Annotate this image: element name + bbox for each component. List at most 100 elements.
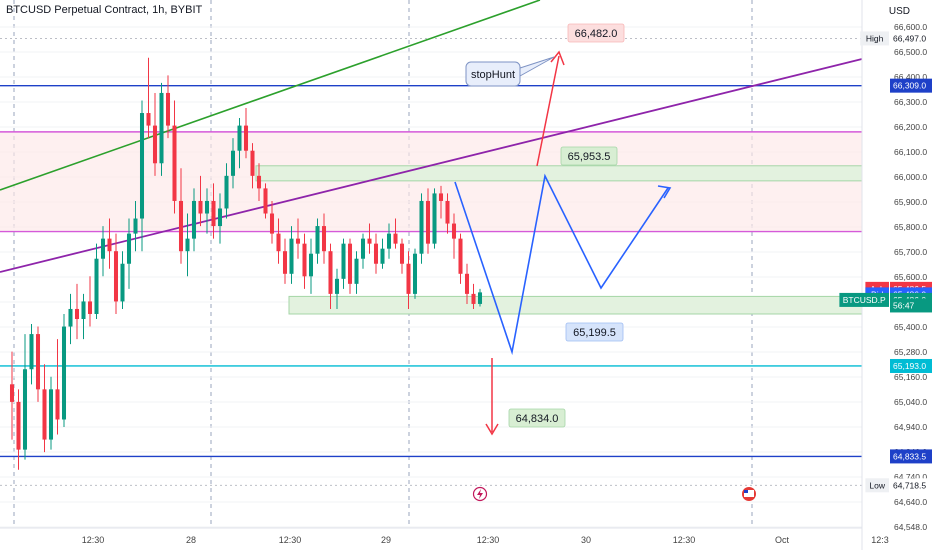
time-tick-label: 28 bbox=[186, 535, 196, 545]
price-tick-label: 65,600.0 bbox=[894, 272, 927, 282]
candle-body bbox=[16, 401, 21, 450]
candle-body bbox=[152, 125, 158, 164]
candle-body bbox=[191, 200, 197, 239]
purple-trendline bbox=[0, 58, 863, 273]
candle-body bbox=[230, 150, 236, 176]
down-arrowhead bbox=[485, 423, 499, 436]
demand-zone-box bbox=[288, 295, 863, 315]
candle-body bbox=[334, 278, 340, 294]
candle-body bbox=[48, 389, 54, 440]
up-arrowhead bbox=[550, 50, 565, 66]
candle-body bbox=[139, 113, 145, 219]
candle-body bbox=[477, 292, 483, 304]
price-tick-label: 65,160.0 bbox=[894, 372, 927, 382]
candle-body bbox=[243, 125, 249, 151]
price-tick-label: 66,400.0 bbox=[894, 72, 927, 82]
price-label-badge bbox=[890, 478, 932, 493]
candle-body bbox=[425, 200, 431, 244]
stophunt-callout bbox=[465, 61, 521, 87]
candle-body bbox=[126, 233, 132, 264]
price-tick-label: 66,600.0 bbox=[894, 22, 927, 32]
candle-body bbox=[133, 218, 138, 234]
time-tick-label: 12:30 bbox=[673, 535, 696, 545]
candle-body bbox=[458, 238, 463, 274]
candle-body bbox=[250, 150, 255, 176]
price-tick-label: 65,900.0 bbox=[894, 197, 927, 207]
price-label-badge bbox=[890, 31, 932, 46]
price-annotation bbox=[508, 408, 566, 428]
candle-body bbox=[100, 238, 106, 259]
currency-label: USD bbox=[888, 6, 910, 17]
candle-body bbox=[198, 200, 203, 214]
annotations: 66,482.0 65,953.5 65,199.5 64,834.0 stopHunt bbox=[465, 23, 625, 436]
price-annotation bbox=[560, 146, 618, 166]
price-label-value: 65,193.0 bbox=[893, 361, 926, 371]
event-icons bbox=[472, 486, 756, 502]
price-tick-label: 65,040.0 bbox=[894, 397, 927, 407]
candle-body bbox=[471, 293, 476, 304]
resistance-zone bbox=[0, 131, 862, 232]
candle-body bbox=[432, 193, 437, 244]
candle-body bbox=[172, 125, 177, 201]
candle-body bbox=[276, 233, 281, 252]
candle-body bbox=[341, 243, 346, 279]
candle-body bbox=[237, 125, 242, 151]
price-label-value: 56:47 bbox=[893, 300, 915, 310]
time-axis: 12:30 28 12:30 29 12:30 30 12:30 Oct 12:3 bbox=[0, 527, 889, 545]
candle-body bbox=[360, 238, 366, 259]
candle-body bbox=[61, 326, 67, 420]
supply-zone-box bbox=[255, 165, 863, 182]
price-label-tag bbox=[860, 31, 889, 46]
price-label-value: 64,718.5 bbox=[893, 480, 926, 490]
price-tick-label: 64,740.0 bbox=[894, 472, 927, 482]
price-label-value: 66,309.0 bbox=[893, 81, 926, 91]
candle-body bbox=[451, 223, 457, 239]
candle-body bbox=[464, 273, 470, 294]
projected-price-path bbox=[454, 173, 669, 356]
price-tick-label: 65,700.0 bbox=[894, 247, 927, 257]
candle-body bbox=[224, 175, 229, 209]
candle-body bbox=[9, 384, 15, 402]
candle-body bbox=[406, 263, 411, 294]
candle-body bbox=[308, 253, 314, 277]
price-label-badge bbox=[890, 78, 932, 93]
candle-body bbox=[87, 301, 93, 314]
price-tick-label: 64,940.0 bbox=[894, 422, 927, 432]
price-tick-label: 64,640.0 bbox=[894, 497, 927, 507]
time-tick-label: 12:3 bbox=[871, 535, 889, 545]
candle-body bbox=[185, 238, 190, 252]
candle-body bbox=[22, 369, 28, 450]
candle-body bbox=[165, 92, 171, 126]
price-annotation bbox=[565, 322, 624, 342]
candle-body bbox=[107, 238, 112, 252]
price-tick-label: 66,500.0 bbox=[894, 47, 927, 57]
candle-body bbox=[29, 334, 34, 370]
candle-body bbox=[295, 238, 301, 244]
chart-title: BTCUSD Perpetual Contract, 1h, BYBIT bbox=[6, 4, 203, 16]
candle-body bbox=[282, 251, 288, 274]
price-axis: 66,600.0 66,500.0 66,400.0 66,300.0 66,200.0… bbox=[839, 0, 932, 550]
time-tick-label: 12:30 bbox=[477, 535, 500, 545]
price-annotation bbox=[567, 23, 625, 43]
path-arrowhead bbox=[657, 185, 672, 199]
price-label-badge bbox=[890, 449, 932, 464]
price-annotation-text: 65,953.5 bbox=[568, 151, 611, 163]
candle-body bbox=[354, 258, 359, 284]
candle-body bbox=[120, 263, 125, 302]
candle-body bbox=[55, 389, 60, 420]
candle-body bbox=[269, 213, 275, 234]
candle-body bbox=[263, 188, 268, 214]
candle-body bbox=[94, 258, 99, 314]
price-tick-label: 66,300.0 bbox=[894, 97, 927, 107]
candle-body bbox=[211, 200, 216, 227]
candle-body bbox=[81, 301, 86, 320]
flag-glyph bbox=[744, 490, 754, 497]
candle-body bbox=[321, 226, 327, 252]
candle-body bbox=[386, 233, 392, 249]
candle-body bbox=[373, 243, 379, 264]
candles bbox=[9, 57, 483, 470]
candle-body bbox=[328, 251, 333, 294]
target-up-arrow bbox=[536, 55, 560, 167]
price-tick-label: 65,400.0 bbox=[894, 322, 927, 332]
